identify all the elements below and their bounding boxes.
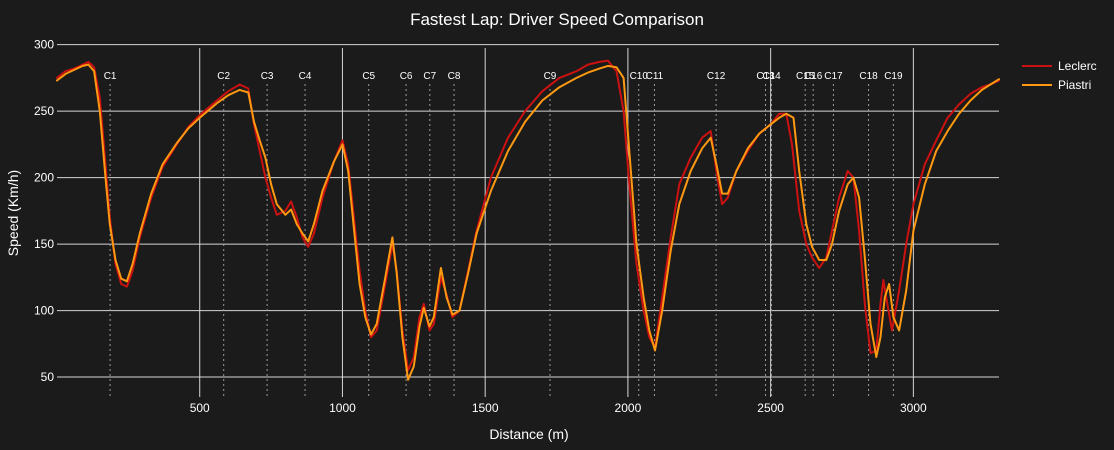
corner-label: C18 [859,71,878,82]
corner-label: C15 [796,71,815,82]
corner-label: C14 [762,71,781,82]
corner-label: C3 [261,71,274,82]
y-tick-label: 200 [34,171,54,185]
series-lines [56,59,1000,381]
x-tick-label: 1500 [472,401,499,415]
corner-label: C8 [448,71,461,82]
x-tick-label: 1000 [329,401,356,415]
corner-label: C12 [707,71,726,82]
y-tick-label: 100 [34,304,54,318]
legend-label: Piastri [1058,78,1091,92]
corner-label: C4 [299,71,312,82]
y-tick-label: 150 [34,237,54,251]
legend-item-leclerc[interactable]: Leclerc [1022,59,1097,73]
x-tick-label: 3000 [900,401,927,415]
legend-item-piastri[interactable]: Piastri [1022,78,1091,92]
legend-label: Leclerc [1058,59,1097,73]
corner-label: C9 [544,71,557,82]
corner-label: C5 [362,71,375,82]
corner-label: C1 [104,71,117,82]
x-axis-title: Distance (m) [489,426,568,442]
chart-title: Fastest Lap: Driver Speed Comparison [410,10,704,29]
corner-label: C17 [824,71,843,82]
corner-label: C6 [400,71,413,82]
y-tick-label: 50 [41,370,55,384]
corner-label: C13 [756,71,775,82]
y-tick-label: 250 [34,104,54,118]
axis-ticks: 500 1000 1500 2000 2500 3000 50 100 150 200 250 300 [34,38,927,415]
legend[interactable]: Leclerc Piastri [1022,59,1097,92]
series-line-piastri [56,63,1000,381]
x-tick-label: 2000 [615,401,642,415]
corner-label: C2 [217,71,230,82]
x-tick-label: 2500 [757,401,784,415]
y-tick-label: 300 [34,38,54,52]
x-tick-label: 500 [190,401,210,415]
corner-label: C11 [646,71,664,82]
corner-label: C7 [423,71,436,82]
grid [57,44,999,397]
corner-label: C16 [804,71,823,82]
series-line-leclerc [56,59,1000,372]
corner-label: C10 [630,71,649,82]
y-axis-title: Speed (Km/h) [5,170,21,256]
corner-label: C19 [884,71,903,82]
